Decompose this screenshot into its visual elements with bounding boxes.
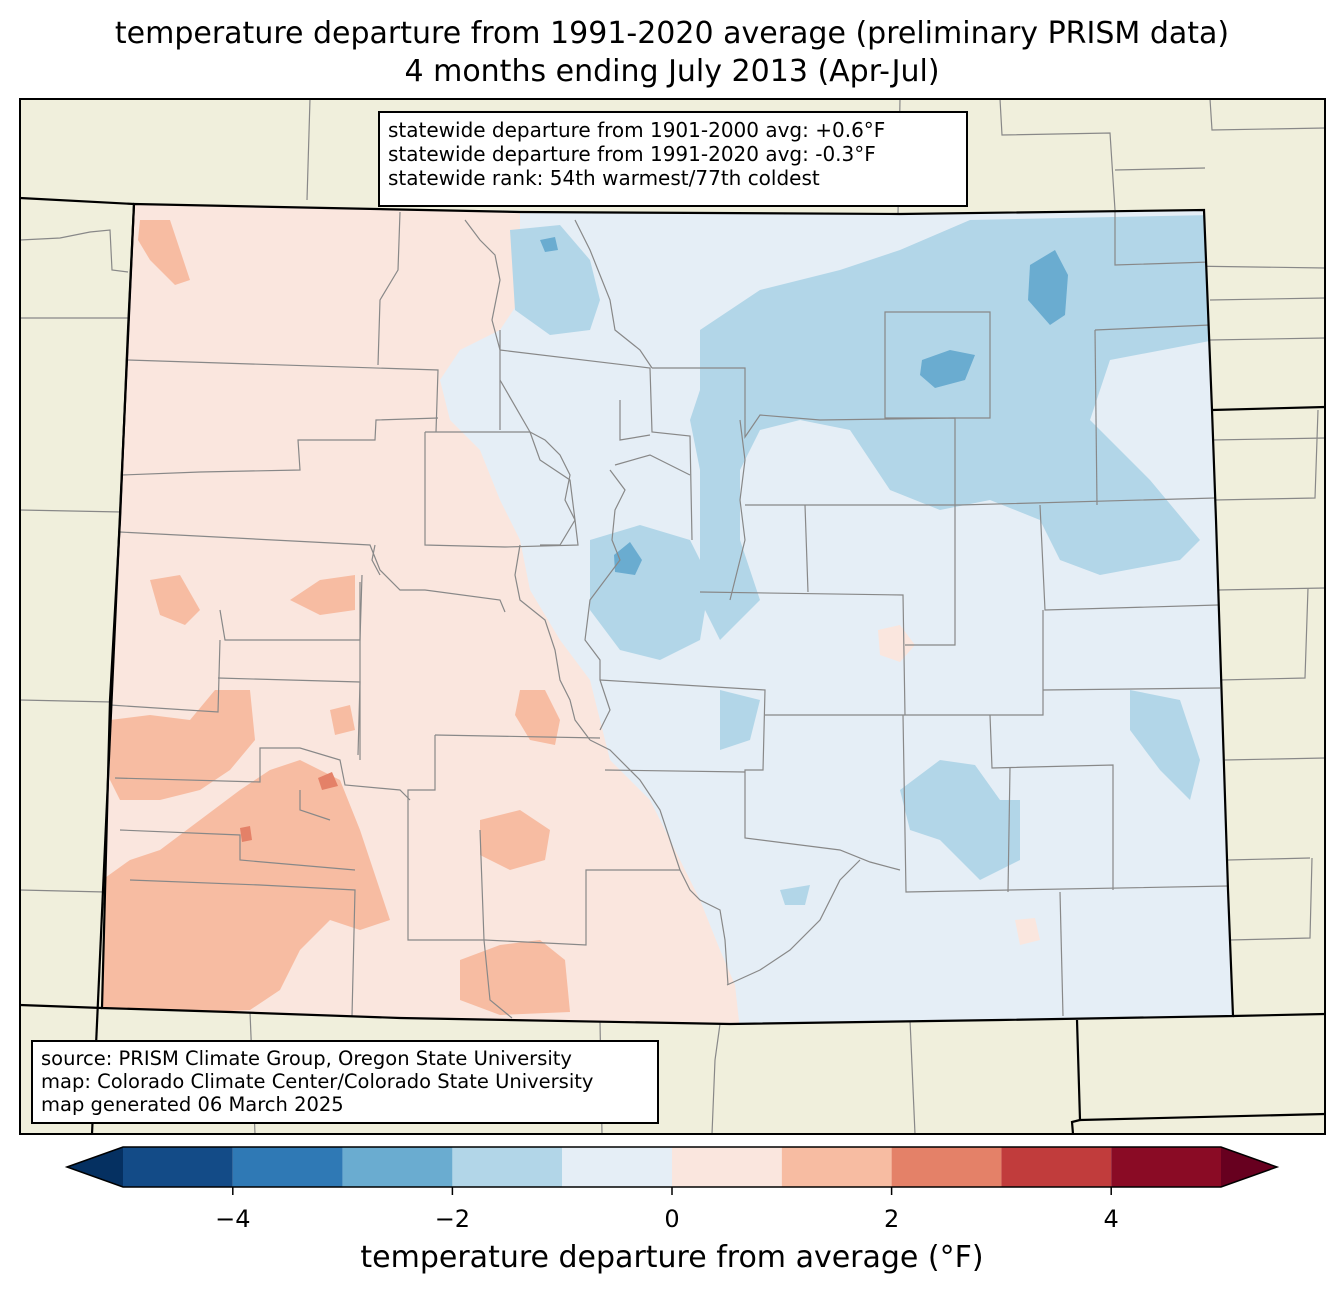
colorbar-bin-6 xyxy=(781,1147,892,1187)
map-title: temperature departure from 1991-2020 ave… xyxy=(114,16,1230,51)
colorbar-bin-8 xyxy=(1001,1147,1112,1187)
colorbar-outline xyxy=(64,1146,1280,1188)
colorbar-bin-9 xyxy=(1111,1147,1221,1187)
stats-line-rank: statewide rank: 54th warmest/77th coldes… xyxy=(388,166,820,190)
source-line-generated: map generated 06 March 2025 xyxy=(41,1093,344,1116)
colorbar-bin-7 xyxy=(891,1147,1002,1187)
colorbar-bin-3 xyxy=(452,1147,563,1187)
colorbar-bin-1 xyxy=(232,1147,343,1187)
colorbar-tick-label-4: 4 xyxy=(1103,1205,1119,1233)
divide-county-lines xyxy=(371,219,861,986)
map-subtitle: 4 months ending July 2013 (Apr-Jul) xyxy=(404,54,940,89)
colorbar-label: temperature departure from average (°F) xyxy=(360,1240,984,1275)
colorbar-tick-label-2: 0 xyxy=(664,1205,680,1233)
stats-line-1901-2000: statewide departure from 1901-2000 avg: … xyxy=(388,118,886,142)
state-borders xyxy=(20,196,1325,1134)
source-box: source: PRISM Climate Group, Oregon Stat… xyxy=(31,1040,659,1124)
colorbar-bin-5 xyxy=(672,1147,782,1187)
source-line-map: map: Colorado Climate Center/Colorado St… xyxy=(41,1070,594,1093)
colorbar-over-arrow xyxy=(1221,1147,1277,1187)
colorbar xyxy=(64,1146,1280,1195)
stats-box: statewide departure from 1901-2000 avg: … xyxy=(378,111,968,207)
source-line-prism: source: PRISM Climate Group, Oregon Stat… xyxy=(41,1047,572,1070)
temperature-field xyxy=(102,204,1233,1024)
colorbar-tick-label-1: −2 xyxy=(434,1205,471,1233)
colorbar-under-arrow xyxy=(67,1147,123,1187)
stats-line-1991-2020: statewide departure from 1991-2020 avg: … xyxy=(388,142,876,166)
map-frame-border xyxy=(19,98,1326,1135)
colorado-county-lines xyxy=(109,210,1229,1019)
colorbar-bin-2 xyxy=(342,1147,453,1187)
colorbar-bin-0 xyxy=(123,1147,233,1187)
colorbar-tick-label-3: 2 xyxy=(883,1205,900,1233)
colorbar-tick-label-0: −4 xyxy=(215,1205,251,1233)
colorbar-bin-4 xyxy=(562,1147,672,1187)
